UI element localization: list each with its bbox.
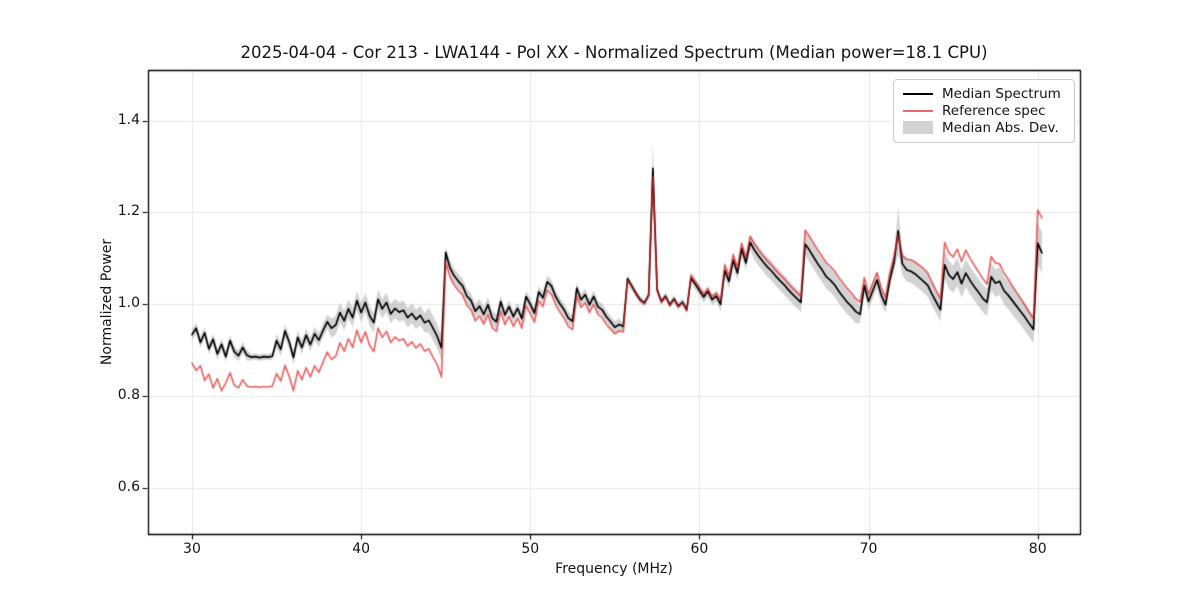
median-abs-dev-band-swatch [903,121,933,135]
x-tick-label: 70 [859,541,878,557]
x-axis-label: Frequency (MHz) [555,561,673,577]
x-tick-label: 60 [690,541,709,557]
y-tick-label: 1.2 [117,203,140,220]
legend-label: Median Abs. Dev. [942,119,1059,136]
x-tick-label: 30 [183,541,201,557]
x-tick-label: 40 [352,541,371,557]
median-spectrum-line-swatch [903,93,933,96]
y-tick-label: 0.6 [117,479,140,496]
y-tick-label: 1.0 [117,295,140,312]
legend-item-reference-spec: Reference spec [903,103,1066,120]
y-tick-label: 1.4 [117,111,140,128]
legend-label: Median Spectrum [942,86,1061,103]
y-tick-label: 0.8 [117,387,140,404]
legend-item-median-spectrum: Median Spectrum [903,86,1066,103]
legend: Median Spectrum Reference spec Median Ab… [893,79,1075,143]
reference-spec-line-swatch [903,110,933,112]
legend-item-median-abs-dev: Median Abs. Dev. [903,119,1066,136]
x-tick-label: 80 [1028,541,1047,557]
legend-label: Reference spec [942,103,1046,119]
x-tick-label: 50 [521,541,540,557]
chart-title: 2025-04-04 - Cor 213 - LWA144 - Pol XX -… [240,43,988,62]
